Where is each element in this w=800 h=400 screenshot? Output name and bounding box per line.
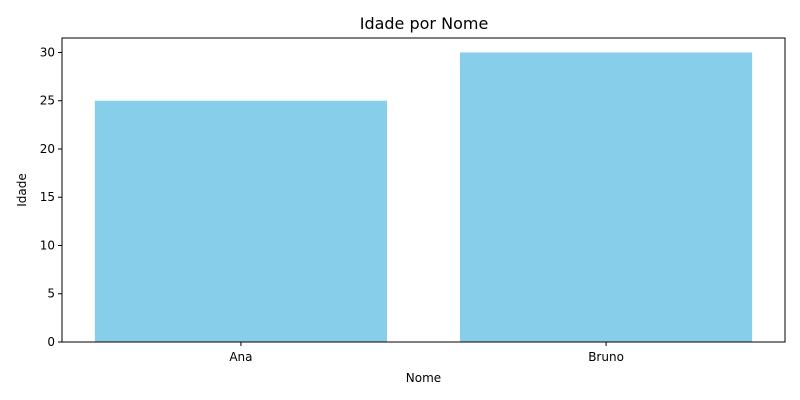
y-tick-label: 10 [40, 238, 55, 252]
y-tick-label: 30 [40, 45, 55, 59]
chart-title: Idade por Nome [360, 14, 489, 33]
x-ticks: Ana Bruno [229, 342, 624, 364]
y-axis-label: Idade [15, 173, 29, 207]
y-tick-label: 0 [47, 335, 55, 349]
bars-layer [94, 52, 753, 342]
bar-ana [94, 100, 387, 342]
y-tick-label: 5 [47, 287, 55, 301]
y-tick-label: 25 [40, 94, 55, 108]
plot-frame [61, 37, 786, 343]
x-tick-label: Bruno [588, 350, 624, 364]
y-tick-label: 15 [40, 190, 55, 204]
x-axis-label: Nome [406, 371, 441, 385]
x-tick-label: Ana [229, 350, 252, 364]
y-tick-label: 20 [40, 142, 55, 156]
bar-bruno [460, 52, 753, 342]
y-ticks: 0 5 10 15 20 25 30 [40, 45, 62, 349]
